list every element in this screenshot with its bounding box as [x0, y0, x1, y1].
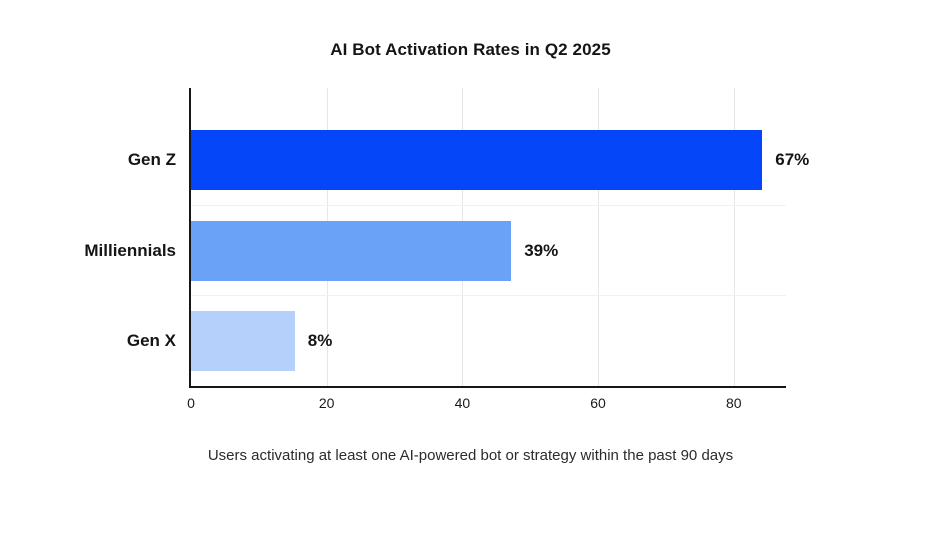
- bar: [191, 311, 295, 371]
- bar: [191, 130, 763, 190]
- plot-area: Gen Z 67% Milliennials 39% Gen X 8%: [84, 88, 809, 388]
- x-tick-label: 40: [454, 395, 471, 411]
- bar-row: Gen Z 67%: [128, 115, 809, 205]
- gridline-x-80: [733, 88, 735, 386]
- value-label: 67%: [775, 150, 810, 169]
- gridline-x-60: [598, 88, 600, 386]
- x-tick-label: 60: [590, 395, 606, 411]
- bar-row: Milliennials 39%: [84, 205, 786, 295]
- value-label: 39%: [524, 241, 559, 260]
- category-label: Milliennials: [84, 241, 176, 260]
- chart-caption: Users activating at least one AI-powered…: [207, 447, 734, 464]
- value-label: 8%: [307, 331, 333, 350]
- x-tick-label: 20: [318, 395, 335, 411]
- bar-row: Gen X 8%: [127, 295, 786, 385]
- bar-rows: Gen Z 67% Milliennials 39% Gen X 8%: [84, 115, 809, 385]
- x-tick-label: 0: [187, 395, 195, 411]
- bar: [191, 221, 512, 281]
- x-axis-tick-labels: 0 20 40 60 80: [187, 395, 786, 415]
- category-label: Gen Z: [127, 150, 176, 169]
- category-label: Gen X: [126, 331, 176, 350]
- chart-title: AI Bot Activation Rates in Q2 2025: [330, 40, 611, 59]
- x-tick-label: 80: [725, 395, 742, 411]
